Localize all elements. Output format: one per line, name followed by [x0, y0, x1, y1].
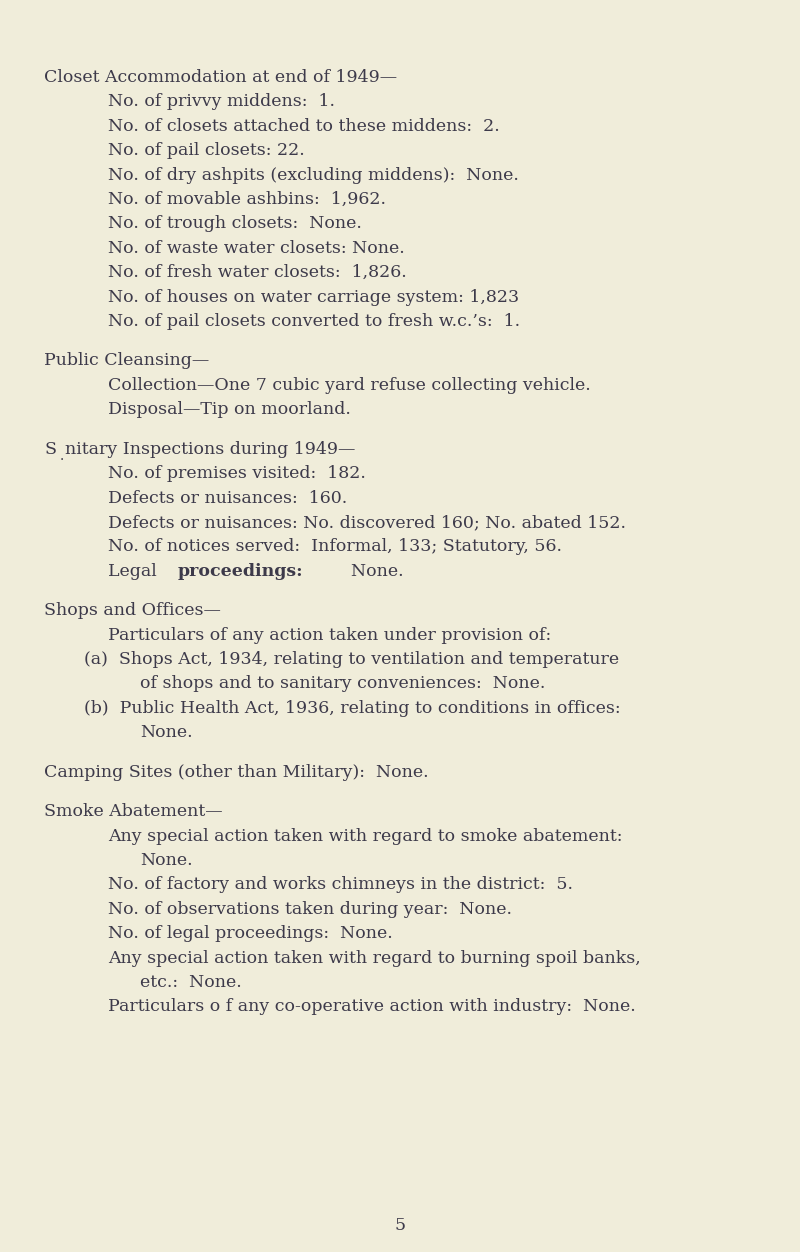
Text: .: .	[59, 449, 64, 463]
Text: None.: None.	[140, 851, 193, 869]
Text: Public Cleansing—: Public Cleansing—	[44, 352, 210, 369]
Text: Any special action taken with regard to burning spoil banks,: Any special action taken with regard to …	[108, 949, 641, 967]
Text: proceedings:: proceedings:	[178, 562, 304, 580]
Text: Defects or nuisances:  160.: Defects or nuisances: 160.	[108, 490, 347, 507]
Text: No. of waste water closets: None.: No. of waste water closets: None.	[108, 239, 405, 257]
Text: No. of notices served:  Informal, 133; Statutory, 56.: No. of notices served: Informal, 133; St…	[108, 538, 562, 556]
Text: etc.:  None.: etc.: None.	[140, 974, 242, 992]
Text: No. of closets attached to these middens:  2.: No. of closets attached to these middens…	[108, 118, 500, 135]
Text: of shops and to sanitary conveniences:  None.: of shops and to sanitary conveniences: N…	[140, 675, 546, 692]
Text: No. of dry ashpits (excluding middens):  None.: No. of dry ashpits (excluding middens): …	[108, 167, 519, 184]
Text: No. of privvy middens:  1.: No. of privvy middens: 1.	[108, 94, 335, 110]
Text: Shops and Offices—: Shops and Offices—	[44, 602, 221, 620]
Text: Legal: Legal	[108, 562, 162, 580]
Text: (a)  Shops Act, 1934, relating to ventilation and temperature: (a) Shops Act, 1934, relating to ventila…	[84, 651, 619, 669]
Text: No. of observations taken during year:  None.: No. of observations taken during year: N…	[108, 900, 512, 918]
Text: Particulars of any action taken under provision of:: Particulars of any action taken under pr…	[108, 626, 551, 644]
Text: No. of pail closets: 22.: No. of pail closets: 22.	[108, 141, 305, 159]
Text: No. of fresh water closets:  1,826.: No. of fresh water closets: 1,826.	[108, 264, 406, 282]
Text: No. of premises visited:  182.: No. of premises visited: 182.	[108, 464, 366, 482]
Text: No. of factory and works chimneys in the district:  5.: No. of factory and works chimneys in the…	[108, 876, 573, 894]
Text: Any special action taken with regard to smoke abatement:: Any special action taken with regard to …	[108, 828, 622, 845]
Text: No. of legal proceedings:  None.: No. of legal proceedings: None.	[108, 925, 393, 943]
Text: Collection—One 7 cubic yard refuse collecting vehicle.: Collection—One 7 cubic yard refuse colle…	[108, 377, 590, 394]
Text: Camping Sites (other than Military):  None.: Camping Sites (other than Military): Non…	[44, 764, 429, 781]
Text: Particulars o f any co-operative action with industry:  None.: Particulars o f any co-operative action …	[108, 998, 636, 1015]
Text: Smoke Abatement—: Smoke Abatement—	[44, 803, 222, 820]
Text: No. of movable ashbins:  1,962.: No. of movable ashbins: 1,962.	[108, 190, 386, 208]
Text: (b)  Public Health Act, 1936, relating to conditions in offices:: (b) Public Health Act, 1936, relating to…	[84, 700, 621, 717]
Text: Closet Accommodation at end of 1949—: Closet Accommodation at end of 1949—	[44, 69, 397, 86]
Text: 5: 5	[394, 1217, 406, 1234]
Text: None.: None.	[140, 724, 193, 741]
Text: Disposal—Tip on moorland.: Disposal—Tip on moorland.	[108, 401, 351, 418]
Text: No. of pail closets converted to fresh w.c.’s:  1.: No. of pail closets converted to fresh w…	[108, 313, 520, 331]
Text: Defects or nuisances: No. discovered 160; No. abated 152.: Defects or nuisances: No. discovered 160…	[108, 513, 626, 531]
Text: S: S	[44, 441, 56, 458]
Text: No. of houses on water carriage system: 1,823: No. of houses on water carriage system: …	[108, 288, 519, 305]
Text: nitary Inspections during 1949—: nitary Inspections during 1949—	[65, 441, 355, 458]
Text: None.: None.	[340, 562, 404, 580]
Text: No. of trough closets:  None.: No. of trough closets: None.	[108, 215, 362, 233]
